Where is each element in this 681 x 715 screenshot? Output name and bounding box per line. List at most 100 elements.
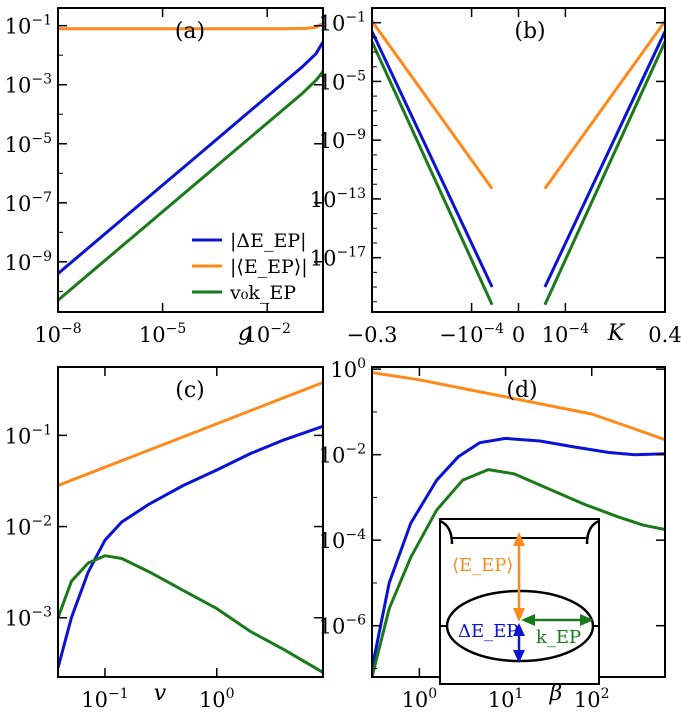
ytick-label-d-exp: −2 bbox=[345, 442, 366, 458]
xtick-label-a-base: 10 bbox=[244, 323, 271, 347]
ytick-label-a: 10−3 bbox=[5, 72, 52, 98]
ytick-label-b: 10−13 bbox=[310, 186, 366, 212]
ytick-label-b-base: 10 bbox=[319, 129, 346, 153]
inset-upper-left-arc bbox=[439, 519, 454, 545]
panel-a: 10−110−310−510−710−910−8 10−5 10−2(a)g bbox=[5, 7, 324, 347]
xtick-label-d-exp: 0 bbox=[428, 686, 437, 702]
ytick-label-c: 10−2 bbox=[5, 514, 52, 540]
ytick-label-a: 10−1 bbox=[5, 13, 52, 39]
ytick-label-b-base: 10 bbox=[310, 247, 337, 271]
xtick-label-a-exp: −5 bbox=[166, 321, 187, 337]
ytick-label-d: 10−4 bbox=[319, 527, 366, 553]
inset-mean-arrow-head-bottom bbox=[513, 608, 525, 622]
ytick-label-a-base: 10 bbox=[5, 251, 32, 275]
xtick-label-a: 10−5 bbox=[139, 321, 186, 347]
xtick-label-b-base: 0 bbox=[512, 323, 525, 347]
xtick-label-a-exp: −8 bbox=[61, 321, 82, 337]
inset-gap-arrow-head-top bbox=[513, 623, 525, 636]
ytick-label-a-base: 10 bbox=[5, 15, 32, 39]
xtick-label-d-exp: 1 bbox=[514, 686, 523, 702]
ytick-label-a: 10−9 bbox=[5, 249, 52, 275]
panel-title-d: (d) bbox=[506, 378, 537, 403]
ytick-label-a-base: 10 bbox=[5, 133, 32, 157]
ytick-label-b-base: 10 bbox=[310, 188, 337, 212]
axes-frame-a bbox=[57, 7, 324, 313]
inset-gap-arrow-head-bottom bbox=[513, 650, 525, 663]
xtick-label-b-base: 10 bbox=[542, 323, 569, 347]
ytick-label-a-exp: −3 bbox=[31, 72, 52, 88]
xtick-label-b-base: 0.4 bbox=[648, 323, 681, 347]
ytick-label-b-base: 10 bbox=[319, 12, 346, 36]
xtick-label-d-base: 10 bbox=[488, 688, 515, 712]
ytick-label-d: 10−6 bbox=[319, 613, 366, 639]
legend: |ΔE_EP| |⟨E_EP⟩| v₀k_EP bbox=[192, 230, 308, 304]
xtick-label-b-exp: −4 bbox=[483, 321, 504, 337]
xtick-label-a-base: 10 bbox=[139, 323, 166, 347]
xtick-label-b-base: −10 bbox=[439, 323, 483, 347]
ytick-label-c-exp: −1 bbox=[31, 422, 52, 438]
ytick-label-d-base: 10 bbox=[319, 615, 346, 639]
ytick-label-d-exp: 0 bbox=[357, 356, 366, 372]
xlabel-c: v bbox=[154, 681, 167, 706]
ytick-label-c-exp: −3 bbox=[31, 605, 52, 621]
panel-title-c: (c) bbox=[175, 378, 205, 403]
xtick-label-a: 10−8 bbox=[34, 321, 81, 347]
series-line-a-2 bbox=[58, 70, 323, 302]
ytick-label-c-base: 10 bbox=[5, 516, 32, 540]
xtick-label-c-exp: −1 bbox=[108, 686, 129, 702]
ytick-label-a-base: 10 bbox=[5, 74, 32, 98]
ytick-label-a-exp: −5 bbox=[31, 131, 52, 147]
xtick-label-d: 102 bbox=[574, 686, 610, 712]
xlabel-d: β bbox=[549, 681, 563, 706]
ytick-label-c-base: 10 bbox=[5, 607, 32, 631]
xtick-label-a-exp: −2 bbox=[270, 321, 291, 337]
ytick-label-d-exp: −4 bbox=[345, 527, 366, 543]
ytick-label-b-exp: −13 bbox=[336, 186, 366, 202]
axes-frame-c bbox=[57, 366, 324, 678]
xtick-label-d-base: 10 bbox=[574, 688, 601, 712]
panel-title-a: (a) bbox=[175, 19, 205, 44]
xtick-label-c-base: 10 bbox=[81, 688, 108, 712]
series-line-c-0 bbox=[58, 424, 323, 669]
xlabel-a: g bbox=[238, 321, 252, 346]
ytick-label-a-exp: −7 bbox=[31, 190, 52, 206]
xtick-label-b: 0.4 bbox=[648, 323, 681, 347]
ytick-label-d: 10−2 bbox=[319, 442, 366, 468]
ytick-label-d-base: 10 bbox=[330, 358, 357, 382]
ytick-label-d-base: 10 bbox=[319, 529, 346, 553]
ytick-label-b-exp: −5 bbox=[345, 68, 366, 84]
inset-k-arrow-head-left bbox=[521, 614, 535, 626]
panel-title-b: (b) bbox=[514, 19, 545, 44]
ytick-label-b-exp: −17 bbox=[336, 245, 366, 261]
xtick-label-a-base: 10 bbox=[34, 323, 61, 347]
ytick-label-b-base: 10 bbox=[319, 70, 346, 94]
xtick-label-b: −10−4 bbox=[439, 321, 504, 347]
ytick-label-b: 10−9 bbox=[319, 127, 366, 153]
xtick-label-d-base: 10 bbox=[402, 688, 429, 712]
xtick-label-d: 101 bbox=[488, 686, 524, 712]
series-line-d-0 bbox=[372, 371, 665, 442]
xtick-label-b: −0.3 bbox=[347, 323, 398, 347]
inset-gap-label: ΔE_EP bbox=[458, 621, 518, 642]
ytick-label-c-base: 10 bbox=[5, 424, 32, 448]
xtick-label-c-exp: 0 bbox=[226, 686, 235, 702]
xtick-label-d: 100 bbox=[402, 686, 438, 712]
ytick-label-a: 10−7 bbox=[5, 190, 52, 216]
ytick-label-a: 10−5 bbox=[5, 131, 52, 157]
legend-label-k: v₀k_EP bbox=[229, 282, 296, 304]
inset-diagram: ⟨E_EP⟩ ΔE_EP k_EP bbox=[439, 518, 600, 685]
ytick-label-c-exp: −2 bbox=[31, 514, 52, 530]
xtick-label-a: 10−2 bbox=[244, 321, 291, 347]
ytick-label-d: 100 bbox=[330, 356, 366, 382]
inset-k-label: k_EP bbox=[536, 627, 581, 648]
xlabel-b: K bbox=[607, 321, 626, 346]
ytick-label-c: 10−3 bbox=[5, 605, 52, 631]
series-line-c-2 bbox=[58, 554, 323, 674]
series-line-b-0 bbox=[372, 30, 494, 288]
ytick-label-b: 10−5 bbox=[319, 68, 366, 94]
legend-label-gap: |ΔE_EP| bbox=[230, 230, 307, 252]
inset-upper-right-arc bbox=[585, 519, 600, 545]
inset-k-arrow-head-right bbox=[580, 614, 594, 626]
ytick-label-b-exp: −9 bbox=[345, 127, 366, 143]
